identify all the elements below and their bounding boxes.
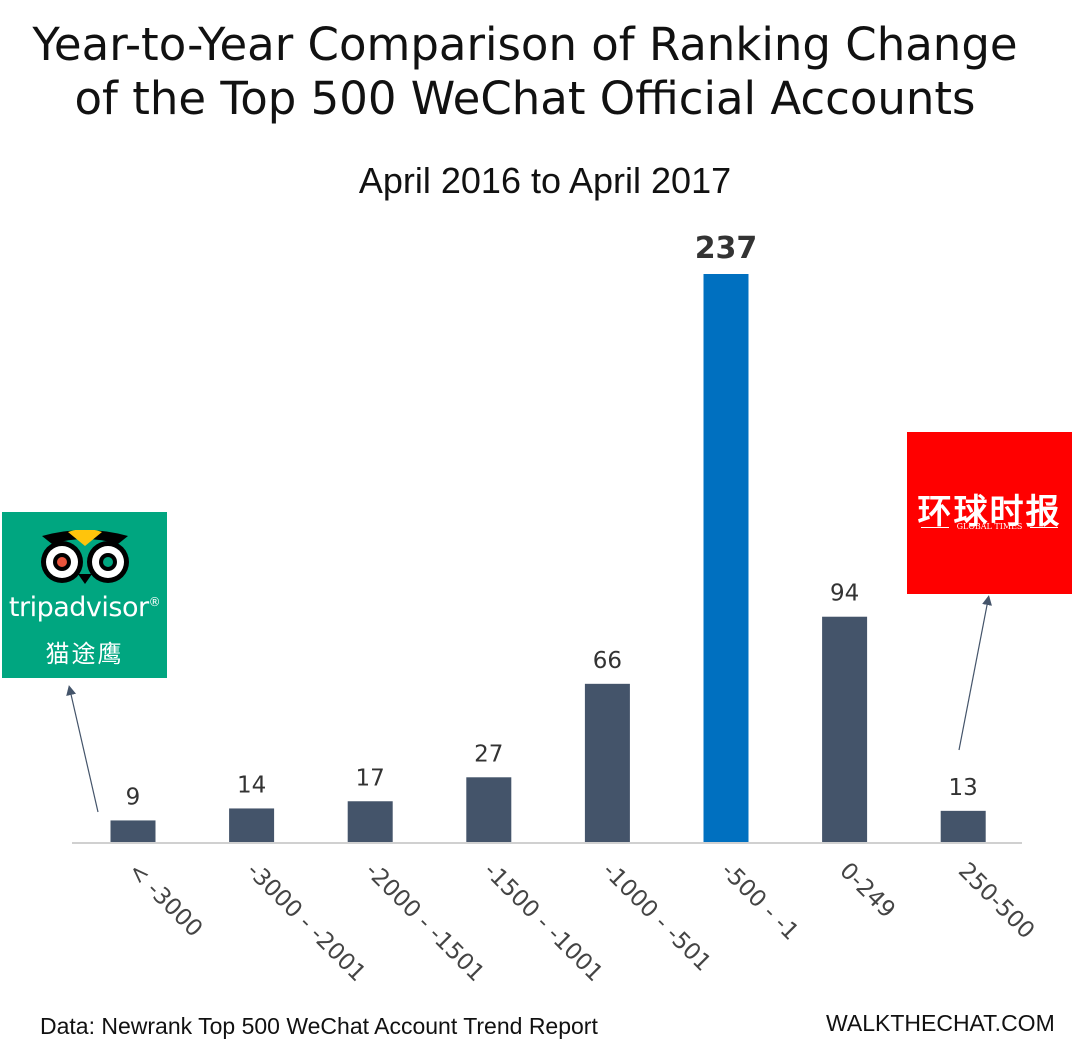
bar-4	[584, 683, 630, 842]
data-source: Data: Newrank Top 500 WeChat Account Tre…	[40, 1013, 598, 1039]
tripadvisor-logo: tripadvisor® 猫途鹰	[2, 512, 167, 678]
bar-5	[703, 274, 749, 842]
bar-chart: 9 < -3000 14 -3000 - -2001 17 -2000 - -1501 27…	[66, 231, 1039, 987]
tripadvisor-chinese-name: 猫途鹰	[45, 640, 124, 668]
category-label-4: -1000 - -501	[597, 858, 716, 977]
data-label-0: 9	[126, 784, 141, 810]
category-label-3: -1500 - -1001	[479, 858, 608, 987]
global-times-rule-left	[921, 527, 949, 528]
global-times-logo: 环球时报 GLOBAL TIMES	[907, 432, 1072, 594]
title-line-1: Year-to-Year Comparison of Ranking Chang…	[32, 18, 1018, 71]
category-label-2: -2000 - -1501	[360, 858, 489, 987]
bar-3	[466, 777, 512, 842]
tripadvisor-wordmark: tripadvisor®	[2, 592, 167, 623]
global-times-arrow	[958, 595, 992, 751]
global-times-english-name: GLOBAL TIMES	[956, 522, 1023, 531]
category-label-5: -500 - -1	[716, 858, 804, 946]
owl-icon	[41, 530, 129, 584]
chart-subtitle: April 2016 to April 2017	[358, 160, 732, 201]
category-label-0: < -3000	[123, 858, 207, 942]
category-label-7: 250-500	[953, 858, 1039, 944]
tripadvisor-word: tripadvisor	[8, 592, 149, 623]
chart-title: Year-to-Year Comparison of Ranking Chang…	[0, 18, 1050, 126]
data-label-6: 94	[830, 581, 859, 607]
data-label-4: 66	[593, 648, 622, 674]
title-line-2: of the Top 500 WeChat Official Accounts	[74, 72, 976, 125]
registered-mark: ®	[148, 595, 161, 609]
bar-6	[822, 616, 868, 842]
data-label-7: 13	[949, 775, 978, 801]
data-label-5: 237	[695, 231, 758, 266]
data-label-1: 14	[237, 772, 266, 798]
tripadvisor-arrow	[66, 685, 99, 813]
bar-1	[229, 808, 275, 842]
brand-watermark: WALKTHECHAT.COM	[826, 1010, 1055, 1036]
bar-2	[347, 801, 393, 842]
data-label-3: 27	[474, 741, 503, 767]
global-times-rule-right	[1030, 527, 1058, 528]
bar-0	[110, 820, 156, 842]
data-label-2: 17	[356, 765, 385, 791]
category-label-6: 0-249	[834, 858, 900, 924]
bar-7	[940, 810, 986, 842]
category-label-1: -3000 - -2001	[241, 858, 370, 987]
global-times-chinese-name: 环球时报	[917, 492, 1062, 532]
